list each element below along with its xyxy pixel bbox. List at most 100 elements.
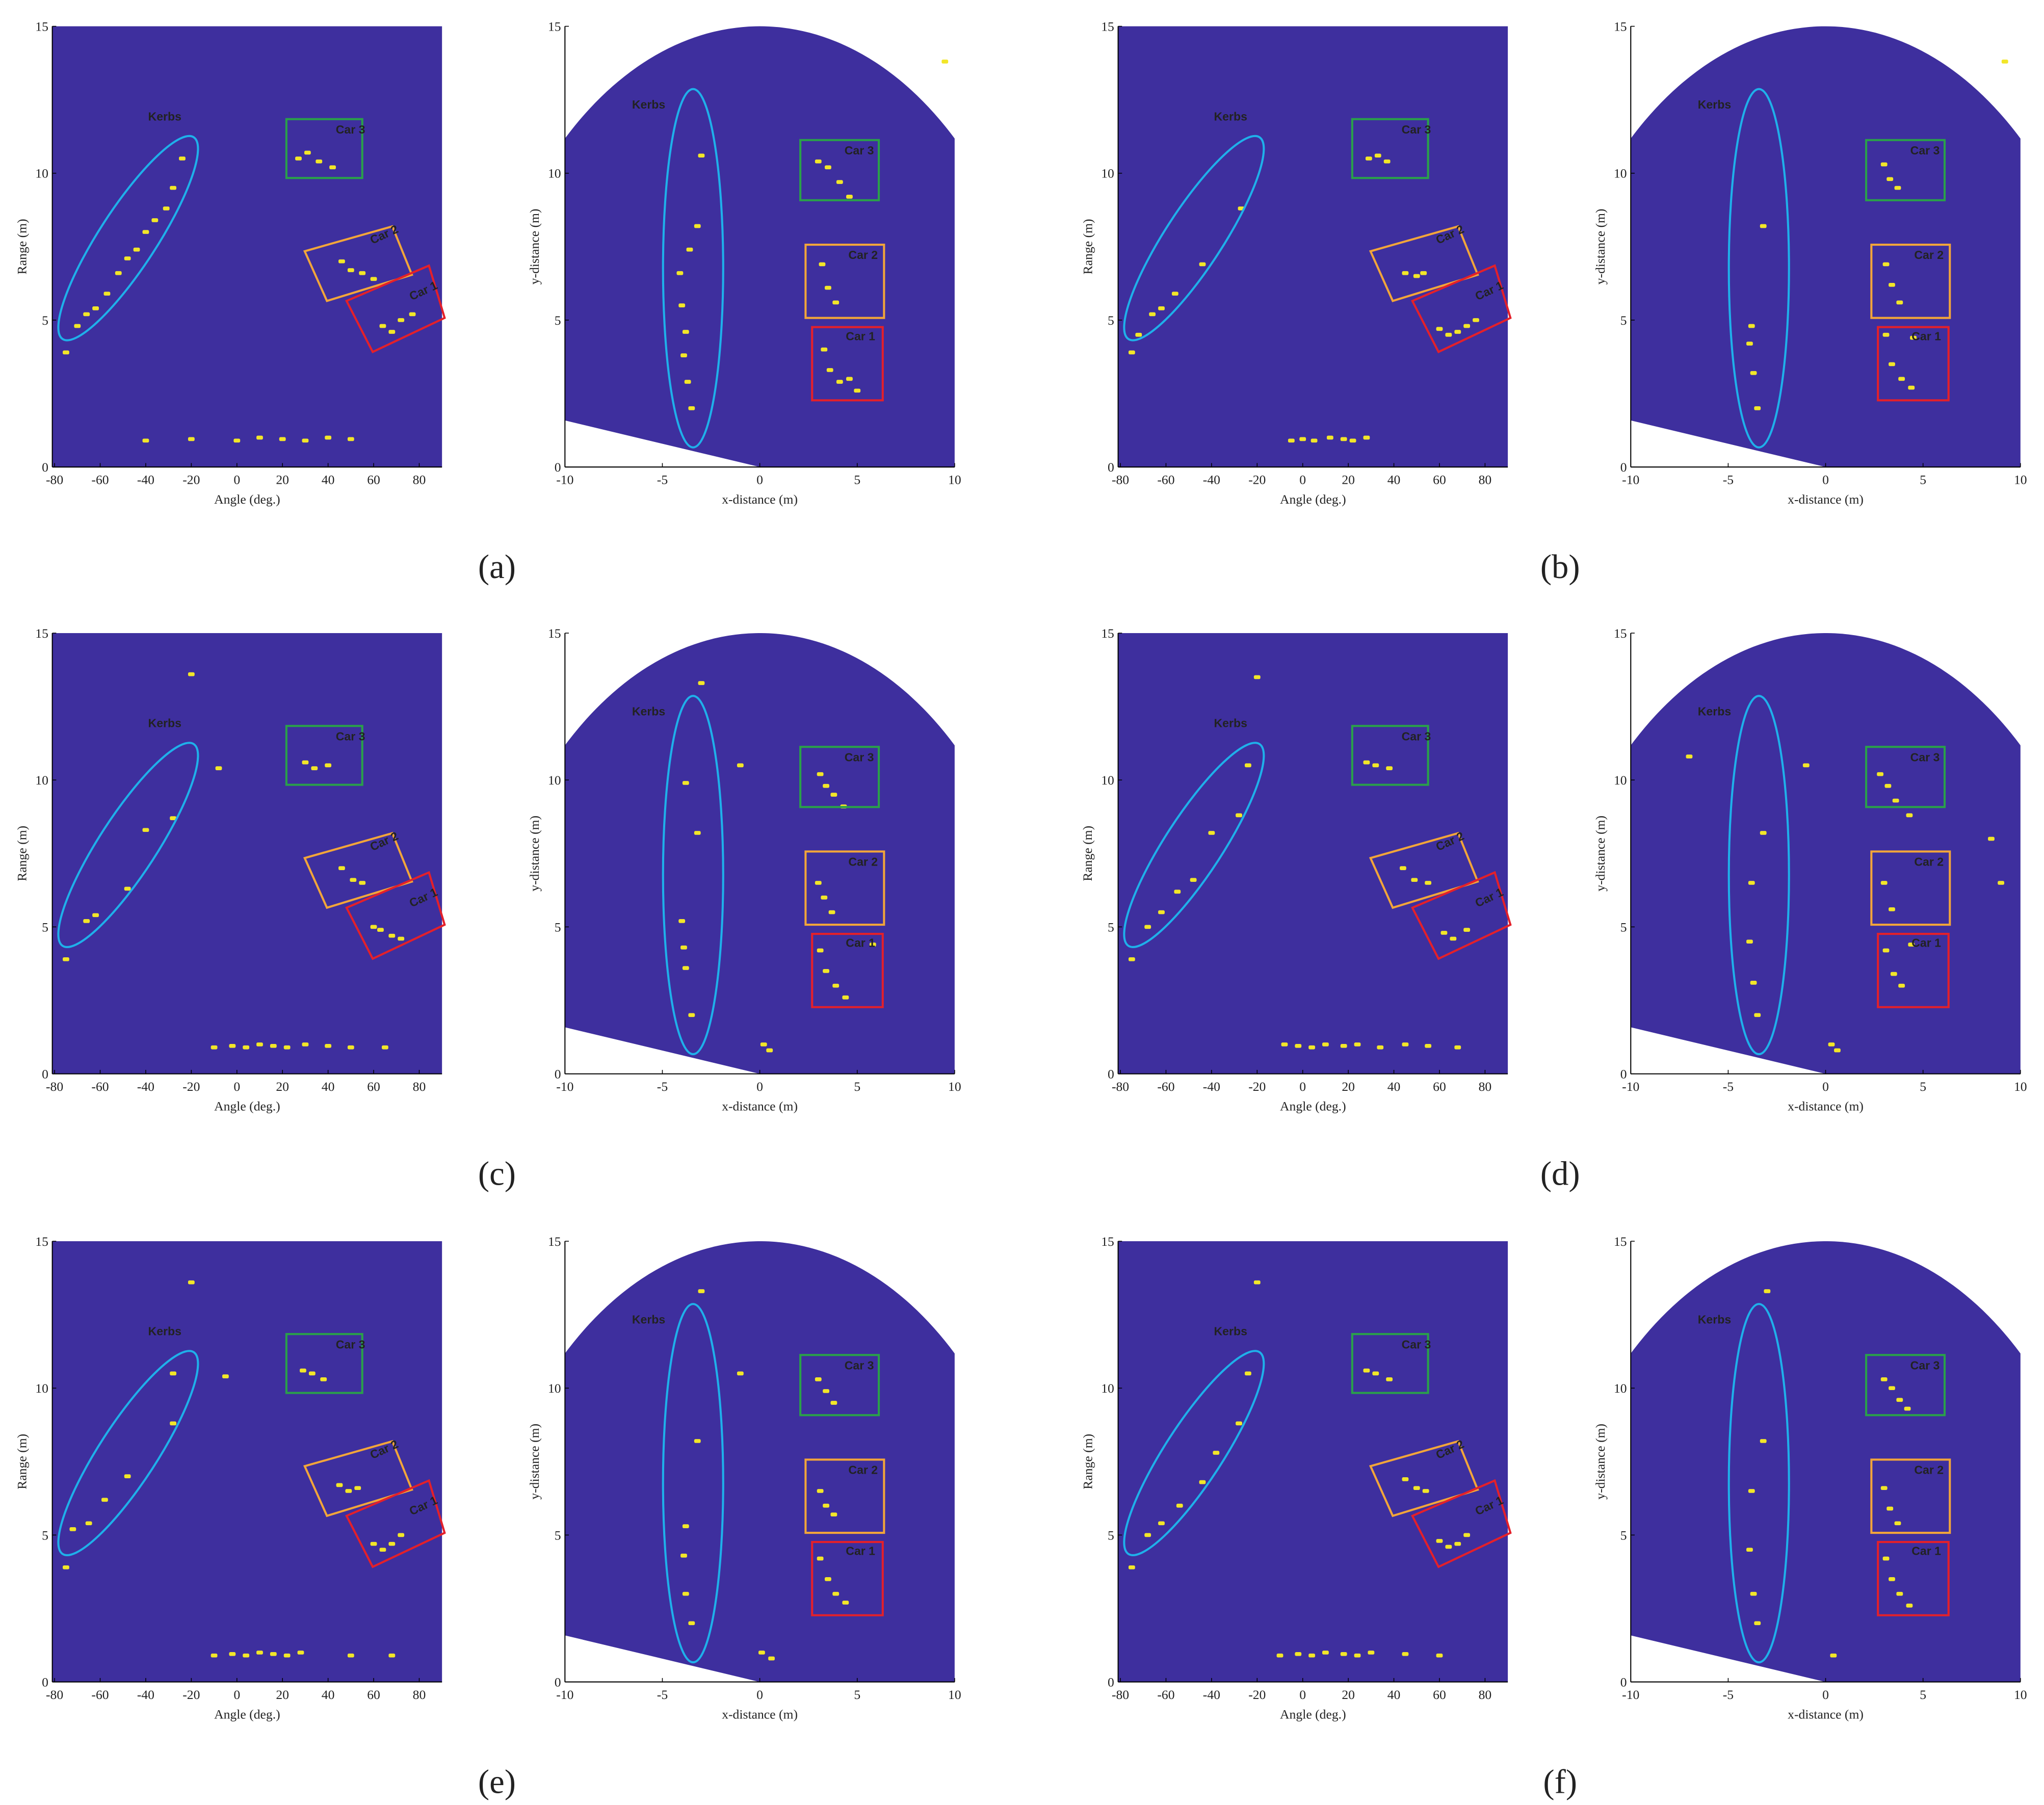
car1-box: [1877, 326, 1950, 402]
y-tick-label: 0: [42, 460, 48, 475]
detection: [1171, 292, 1178, 296]
detection: [1340, 437, 1347, 441]
x-tick-label: -60: [1157, 1687, 1174, 1702]
detection: [1889, 362, 1895, 367]
detection: [694, 224, 701, 228]
detection: [1746, 939, 1753, 944]
y-axis-label: y-distance (m): [1593, 208, 1608, 284]
detection: [1896, 1398, 1903, 1402]
car3-label: Car 3: [845, 750, 874, 764]
car1-label: Car 1: [1911, 1545, 1941, 1558]
detection: [133, 247, 140, 252]
panel: 0 5 10 15 -10 -5 0 5 10 x-distance (m) y-distance …: [1593, 19, 2027, 507]
detection: [869, 943, 876, 947]
detection: [283, 1045, 291, 1050]
detection: [1908, 943, 1915, 947]
y-tick-label: 5: [1108, 313, 1114, 328]
detection: [1425, 1043, 1432, 1048]
y-tick-label: 10: [35, 773, 48, 788]
x-tick-label: -60: [1157, 473, 1174, 487]
detection: [698, 681, 705, 685]
detection: [1760, 1439, 1767, 1443]
detection: [170, 1371, 177, 1376]
detection: [243, 1653, 250, 1658]
kerbs-label: Kerbs: [632, 98, 665, 111]
x-tick-label: 0: [1299, 473, 1306, 487]
detection: [1450, 936, 1457, 941]
detection: [311, 766, 318, 770]
detection: [188, 1280, 195, 1285]
detection: [336, 1483, 343, 1487]
detection: [1199, 1480, 1206, 1484]
x-tick-label: 10: [948, 473, 961, 487]
detection: [688, 406, 695, 410]
detection: [1402, 1652, 1409, 1656]
car3-box: [1865, 139, 1946, 201]
detection: [817, 948, 824, 953]
detection: [1988, 836, 1995, 841]
detection: [682, 330, 689, 334]
detection: [1372, 763, 1379, 768]
detection: [1436, 1539, 1443, 1543]
detection: [1311, 438, 1318, 443]
panel: 0 5 10 15 -80 -60 -40 -20 0 20 40 60 80 Angle (deg.) R…: [1080, 1234, 1512, 1721]
detection: [1340, 1652, 1347, 1656]
detection: [302, 760, 309, 765]
detection: [1748, 881, 1755, 885]
y-tick-label: 5: [1620, 313, 1627, 328]
detection: [819, 262, 826, 267]
detection: [1322, 1651, 1329, 1655]
y-tick-label: 0: [42, 1675, 48, 1690]
car1-box: [345, 1479, 446, 1568]
y-tick-label: 0: [555, 1675, 561, 1690]
x-tick-label: 60: [1433, 473, 1446, 487]
car3-label: Car 3: [1910, 1358, 1940, 1372]
kerbs-ellipse: [1727, 88, 1790, 449]
y-tick-label: 10: [1101, 166, 1114, 181]
car3-label: Car 3: [1402, 123, 1431, 136]
field-of-view: [565, 633, 955, 1074]
detection: [832, 983, 840, 988]
detection: [1144, 1533, 1151, 1537]
detection: [1377, 1045, 1384, 1050]
kerbs-ellipse: [662, 695, 724, 1056]
subfigure-label: (a): [478, 548, 516, 586]
detection: [1750, 1591, 1757, 1596]
detection: [1882, 1556, 1890, 1561]
detection: [1135, 332, 1142, 337]
detection: [388, 933, 396, 938]
detection: [824, 285, 831, 290]
y-axis-label: y-distance (m): [527, 1424, 542, 1500]
detection: [1463, 324, 1471, 328]
detection: [1190, 878, 1197, 882]
detection: [304, 150, 311, 155]
y-tick-label: 15: [35, 19, 48, 34]
detection: [297, 1651, 304, 1655]
detection: [815, 159, 822, 164]
car2-box: [1870, 243, 1951, 319]
detection: [409, 312, 416, 317]
panel: 0 5 10 15 -10 -5 0 5 10 x-distance (m) y-distance …: [527, 1234, 961, 1721]
detection: [308, 1371, 316, 1376]
y-tick-label: 0: [42, 1067, 48, 1082]
detection: [768, 1656, 775, 1661]
x-tick-label: -5: [1723, 473, 1734, 487]
detection: [179, 156, 186, 161]
y-axis-label: y-distance (m): [527, 816, 542, 892]
y-tick-label: 10: [548, 166, 561, 181]
detection: [1463, 1533, 1471, 1537]
detection: [676, 271, 684, 275]
field-of-view: [1631, 26, 2021, 467]
car1-label: Car 1: [846, 1545, 875, 1558]
x-tick-label: 0: [233, 1687, 240, 1702]
x-axis-label: Angle (deg.): [214, 492, 280, 507]
detection: [1760, 224, 1767, 228]
detection: [817, 1556, 824, 1561]
detection: [350, 878, 357, 882]
x-axis-label: Angle (deg.): [1280, 1098, 1346, 1113]
x-tick-label: 80: [1479, 473, 1492, 487]
detection: [698, 1289, 705, 1293]
x-tick-label: 40: [322, 473, 335, 487]
detection: [1386, 1377, 1393, 1381]
detection: [830, 1401, 837, 1405]
